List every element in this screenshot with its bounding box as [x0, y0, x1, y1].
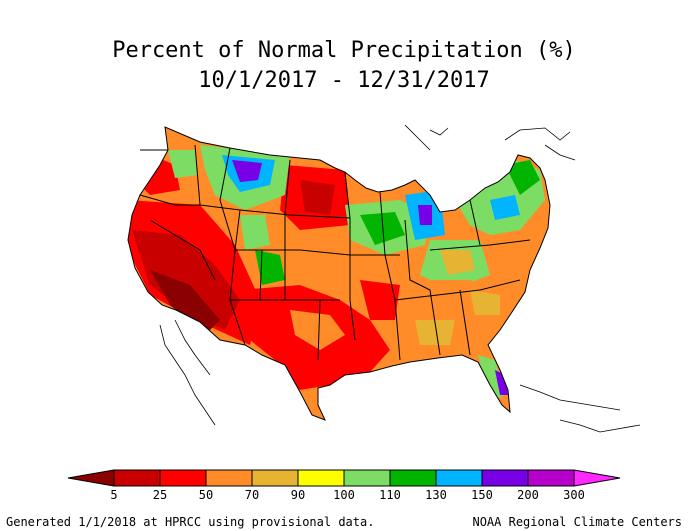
legend-swatch	[67, 469, 115, 487]
legend-swatch	[573, 469, 621, 487]
legend-tick-label: 90	[291, 488, 305, 502]
legend-swatch	[435, 469, 483, 487]
legend-tick-label: 300	[563, 488, 585, 502]
legend-swatch	[343, 469, 391, 487]
legend-swatch	[159, 469, 207, 487]
precipitation-legend: 5 25 50 70 90 100 110 130 150 200 300	[67, 469, 621, 502]
legend-swatch	[205, 469, 253, 487]
generated-note: Generated 1/1/2018 at HPRCC using provis…	[6, 515, 375, 529]
source-credit: NOAA Regional Climate Centers	[472, 515, 682, 529]
map-date-range: 10/1/2017 - 12/31/2017	[198, 68, 490, 93]
legend-tick-label: 25	[153, 488, 167, 502]
legend-tick-label: 200	[517, 488, 539, 502]
legend-swatch	[481, 469, 529, 487]
legend-tick-label: 130	[425, 488, 447, 502]
legend-tick-label: 150	[471, 488, 493, 502]
legend-swatch	[251, 469, 299, 487]
legend-tick-label: 100	[333, 488, 355, 502]
legend-swatch	[113, 469, 161, 487]
legend-swatch	[389, 469, 437, 487]
legend-tick-label: 50	[199, 488, 213, 502]
legend-tick-label: 70	[245, 488, 259, 502]
map-title: Percent of Normal Precipitation (%)	[112, 38, 576, 63]
legend-swatch	[297, 469, 345, 487]
legend-tick-label: 5	[110, 488, 117, 502]
legend-swatch	[527, 469, 575, 487]
legend-tick-label: 110	[379, 488, 401, 502]
